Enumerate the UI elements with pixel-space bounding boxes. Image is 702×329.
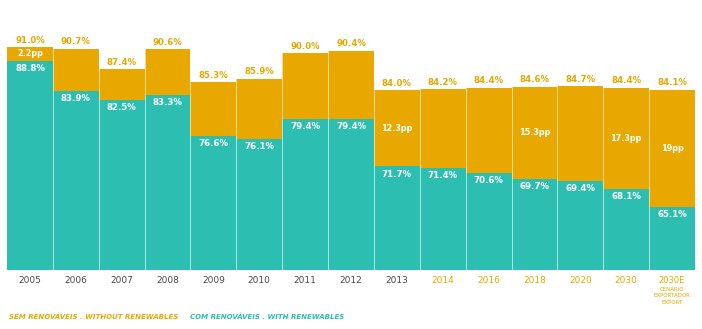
Text: 2005: 2005: [18, 276, 41, 285]
Text: 90.6%: 90.6%: [152, 38, 183, 47]
Text: 79.4%: 79.4%: [290, 122, 320, 131]
Text: 84.7%: 84.7%: [565, 74, 595, 84]
Text: 65.1%: 65.1%: [657, 210, 687, 219]
Text: 2013: 2013: [385, 276, 409, 285]
Text: CENÁRIO
EXPORTADOR
EXPORT: CENÁRIO EXPORTADOR EXPORT: [654, 287, 691, 305]
Text: 87.4%: 87.4%: [107, 58, 137, 67]
Text: 2030: 2030: [615, 276, 637, 285]
Text: 84.4%: 84.4%: [611, 76, 641, 85]
Text: 68.1%: 68.1%: [611, 192, 641, 201]
Text: 2008: 2008: [156, 276, 179, 285]
Text: 2020: 2020: [569, 276, 592, 285]
Text: 82.5%: 82.5%: [107, 103, 137, 112]
Text: 70.6%: 70.6%: [474, 176, 503, 185]
Text: 69.7%: 69.7%: [519, 182, 550, 191]
Text: 2006: 2006: [65, 276, 87, 285]
Text: 71.4%: 71.4%: [428, 171, 458, 180]
Text: 2011: 2011: [293, 276, 317, 285]
Text: 2010: 2010: [248, 276, 271, 285]
Text: 2014: 2014: [431, 276, 454, 285]
Text: 84.1%: 84.1%: [657, 78, 687, 87]
Text: 85.9%: 85.9%: [244, 67, 274, 76]
Text: 76.1%: 76.1%: [244, 142, 274, 151]
Text: 79.4%: 79.4%: [336, 122, 366, 131]
Text: 90.7%: 90.7%: [61, 38, 91, 46]
Text: 19pp: 19pp: [661, 144, 684, 153]
Text: 84.6%: 84.6%: [519, 75, 550, 84]
Text: 88.8%: 88.8%: [15, 64, 45, 73]
Text: 2.2pp: 2.2pp: [17, 49, 43, 58]
Text: 2007: 2007: [110, 276, 133, 285]
Text: 84.4%: 84.4%: [474, 76, 503, 85]
Text: 12.3pp: 12.3pp: [381, 124, 413, 133]
Text: 15.3pp: 15.3pp: [519, 128, 550, 137]
Text: 69.4%: 69.4%: [565, 184, 595, 193]
Text: 2016: 2016: [477, 276, 500, 285]
Text: 83.9%: 83.9%: [61, 94, 91, 103]
Text: 91.0%: 91.0%: [15, 36, 45, 44]
Text: 90.0%: 90.0%: [291, 42, 320, 51]
Text: 84.2%: 84.2%: [428, 78, 458, 87]
Text: 2009: 2009: [202, 276, 225, 285]
Text: 76.6%: 76.6%: [199, 139, 228, 148]
Text: 2030E: 2030E: [659, 276, 685, 285]
Text: SEM RENOVÁVEIS . WITHOUT RENEWABLES: SEM RENOVÁVEIS . WITHOUT RENEWABLES: [9, 313, 178, 319]
Text: 90.4%: 90.4%: [336, 39, 366, 48]
Text: 2012: 2012: [340, 276, 362, 285]
Text: 85.3%: 85.3%: [199, 71, 228, 80]
Text: COM RENOVÁVEIS . WITH RENEWABLES: COM RENOVÁVEIS . WITH RENEWABLES: [190, 313, 345, 319]
Text: 71.7%: 71.7%: [382, 169, 412, 179]
Text: 84.0%: 84.0%: [382, 79, 412, 88]
Text: 17.3pp: 17.3pp: [611, 134, 642, 143]
Text: 83.3%: 83.3%: [152, 98, 183, 107]
Text: 2018: 2018: [523, 276, 546, 285]
